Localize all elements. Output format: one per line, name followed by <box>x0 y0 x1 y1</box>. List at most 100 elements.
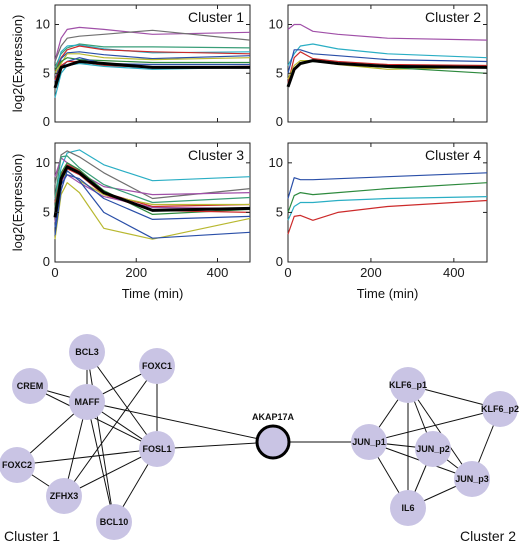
node-circle <box>46 478 82 514</box>
network-node: CREM <box>12 368 48 404</box>
network-node: KLF6_p1 <box>389 367 427 403</box>
node-circle <box>255 424 291 460</box>
node-label: IL6 <box>401 503 414 513</box>
x-tick-label: 0 <box>284 265 291 280</box>
node-label: JUN_p3 <box>455 474 489 484</box>
network-node: AKAP17A <box>252 412 295 460</box>
x-tick-label: 200 <box>360 265 382 280</box>
node-label: AKAP17A <box>252 412 295 422</box>
y-tick-label: 5 <box>43 65 50 80</box>
series-line-1 <box>54 26 251 61</box>
node-label: KLF6_p2 <box>481 404 519 414</box>
panel-title: Cluster 4 <box>425 147 481 163</box>
node-label: MAFF <box>75 397 100 407</box>
network-edge <box>156 441 274 450</box>
x-tick-label: 400 <box>207 265 229 280</box>
network-node: FOXC1 <box>139 348 175 384</box>
series-line-4 <box>287 51 488 84</box>
node-label: CREM <box>17 381 44 391</box>
node-circle <box>482 391 518 427</box>
series-line-1 <box>287 23 488 41</box>
node-circle <box>139 431 175 467</box>
x-axis-label: Time (min) <box>357 286 419 301</box>
x-tick-label: 0 <box>51 265 58 280</box>
network-node: MAFF <box>69 384 105 420</box>
chart-panel-1: 0 5 10 Cluster 1 log2(Expression) <box>10 4 251 129</box>
series-line-7 <box>286 59 488 88</box>
node-circle <box>69 334 105 370</box>
y-tick-label: 0 <box>276 114 283 129</box>
network-diagram: BCL3 FOXC1 CREM MAFF FOXC2 FOSL1 ZFHX3 BCL10 AKA… <box>0 334 519 544</box>
series-line-4 <box>287 199 488 235</box>
network-node: JUN_p3 <box>454 461 490 497</box>
x-axis-label: Time (min) <box>122 286 184 301</box>
y-axis-label: log2(Expression) <box>10 154 25 252</box>
series-line-2 <box>54 150 251 200</box>
panel-title: Cluster 3 <box>188 147 244 163</box>
y-tick-label: 0 <box>43 254 50 269</box>
node-circle <box>96 504 132 540</box>
series-line-13 <box>53 165 251 218</box>
y-tick-label: 10 <box>36 17 50 32</box>
x-tick-label: 400 <box>443 265 465 280</box>
node-circle <box>139 348 175 384</box>
series-line-2 <box>287 182 488 213</box>
series-line-4 <box>54 155 251 204</box>
node-label: ZFHX3 <box>50 491 79 501</box>
y-tick-label: 10 <box>269 17 283 32</box>
network-node: FOSL1 <box>139 431 175 467</box>
node-circle <box>390 490 426 526</box>
series-line-11 <box>54 62 251 98</box>
node-circle <box>415 431 451 467</box>
node-label: FOXC2 <box>2 460 32 470</box>
node-label: KLF6_p1 <box>389 380 427 390</box>
y-tick-label: 10 <box>36 155 50 170</box>
node-circle <box>12 368 48 404</box>
network-edge <box>407 384 473 480</box>
network-node: FOXC2 <box>0 447 35 483</box>
series-line-12 <box>54 170 251 239</box>
plot-frame <box>287 4 488 123</box>
network-edge <box>86 401 115 523</box>
series-line-3 <box>287 49 488 74</box>
chart-panel-2: 0 5 10 Cluster 2 <box>269 4 488 129</box>
cluster-label-2: Cluster 2 <box>460 528 516 544</box>
network-node: JUN_p1 <box>351 424 387 460</box>
node-label: JUN_p2 <box>416 444 450 454</box>
series-line-6 <box>54 51 251 82</box>
node-label: BCL3 <box>75 347 99 357</box>
node-label: FOXC1 <box>142 361 172 371</box>
series-line-4 <box>54 44 251 73</box>
panel-title: Cluster 2 <box>425 9 481 25</box>
network-node: ZFHX3 <box>46 478 82 514</box>
node-label: BCL10 <box>100 517 129 527</box>
network-edge <box>86 401 274 443</box>
network-node: BCL3 <box>69 334 105 370</box>
y-tick-label: 5 <box>43 204 50 219</box>
node-label: JUN_p1 <box>352 437 386 447</box>
node-circle <box>454 461 490 497</box>
y-axis-label: log2(Expression) <box>10 15 25 113</box>
node-circle <box>69 384 105 420</box>
series-line-2 <box>54 29 251 62</box>
series-line-6 <box>54 162 251 215</box>
network-node: KLF6_p2 <box>481 391 519 427</box>
y-tick-label: 10 <box>269 155 283 170</box>
series-line-5 <box>54 45 251 72</box>
network-edge <box>63 365 158 497</box>
series-line-12 <box>53 60 250 89</box>
network-edge <box>86 351 158 450</box>
cluster-label-1: Cluster 1 <box>4 528 60 544</box>
network-edge <box>86 351 115 523</box>
chart-panel-3: 0 5 10 0 200 400 Cluster 3 log2(Expression) Time… <box>10 142 251 301</box>
panel-title: Cluster 1 <box>188 9 244 25</box>
node-label: FOSL1 <box>142 444 171 454</box>
node-circle <box>390 367 426 403</box>
y-tick-label: 5 <box>276 65 283 80</box>
network-node: IL6 <box>390 490 426 526</box>
network-edge <box>368 408 501 443</box>
x-tick-label: 200 <box>125 265 147 280</box>
series-line-2 <box>287 43 488 66</box>
network-node: JUN_p2 <box>415 431 451 467</box>
